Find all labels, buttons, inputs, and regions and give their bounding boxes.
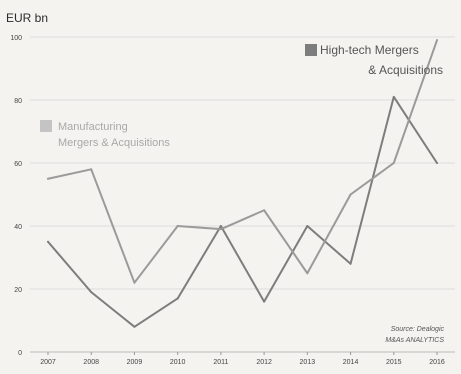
data-point	[176, 297, 179, 300]
data-point	[392, 95, 395, 98]
series-line-0	[47, 95, 438, 328]
legend-swatch-high-tech	[305, 44, 317, 56]
legend-swatch-manufacturing	[40, 120, 52, 132]
x-tick-label: 2014	[343, 359, 359, 366]
y-tick-label: 20	[14, 287, 22, 294]
data-point	[176, 225, 179, 227]
x-tick-label: 2010	[170, 359, 186, 366]
data-point	[90, 168, 93, 171]
y-tick-label: 60	[14, 161, 22, 168]
x-tick-labels: 2007 2008 2009 2010 2011 2012 2013 2014 2015 2016	[40, 352, 445, 366]
y-tick-labels: 0 20 40 60 80 100	[10, 35, 22, 357]
data-point	[263, 209, 266, 212]
data-point	[436, 39, 438, 42]
data-point	[306, 272, 309, 275]
data-point	[47, 240, 49, 243]
y-tick-label: 80	[14, 98, 22, 105]
data-point	[436, 162, 438, 164]
data-point	[349, 262, 352, 265]
y-tick-label: 40	[14, 224, 22, 231]
x-tick-label: 2012	[256, 359, 272, 366]
data-point	[90, 291, 93, 294]
series-lines	[47, 39, 438, 328]
data-point	[392, 162, 395, 164]
legend-manufacturing: Manufacturing Mergers & Acquisitions	[40, 120, 170, 149]
y-tick-label: 0	[18, 350, 22, 357]
data-point	[219, 225, 222, 227]
x-tick-label: 2013	[300, 359, 316, 366]
source-note-line1: Source: Dealogic	[391, 326, 445, 333]
x-tick-label: 2015	[386, 359, 402, 366]
x-tick-label: 2009	[127, 359, 143, 366]
legend-label-manufacturing-line2: Mergers & Acquisitions	[58, 137, 170, 149]
unit-label: EUR bn	[6, 11, 48, 25]
legend-label-manufacturing-line1: Manufacturing	[58, 121, 128, 133]
legend-label-high-tech-line1: High-tech Mergers	[320, 43, 419, 57]
source-note-line2: M&As ANALYTICS	[385, 337, 444, 344]
x-tick-label: 2007	[40, 359, 56, 366]
y-tick-label: 100	[10, 35, 22, 42]
data-point	[47, 177, 49, 180]
data-point	[349, 193, 352, 196]
x-tick-label: 2016	[429, 359, 445, 366]
data-point	[263, 300, 266, 303]
data-point	[133, 281, 136, 284]
x-tick-label: 2011	[213, 359, 228, 366]
gridlines	[30, 36, 455, 353]
series-line-1	[47, 39, 438, 284]
data-point	[219, 228, 222, 231]
legend-high-tech: High-tech Mergers & Acquisitions	[305, 43, 443, 77]
data-point	[133, 325, 136, 328]
legend-label-high-tech-line2: & Acquisitions	[368, 63, 443, 77]
data-point	[306, 225, 309, 227]
x-tick-label: 2008	[83, 359, 99, 366]
